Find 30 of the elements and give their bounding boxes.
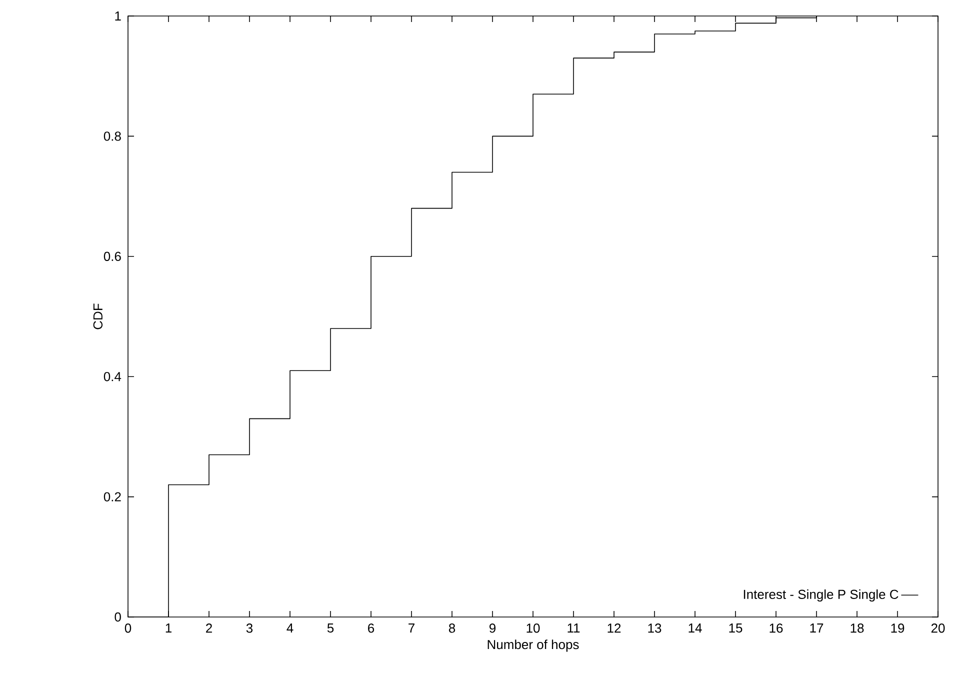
x-tick-label: 0 [124,624,132,633]
x-tick-label: 12 [608,624,621,633]
y-tick-label: 1 [115,12,121,20]
x-tick-label: 20 [931,624,945,633]
x-tick-label: 16 [770,624,783,633]
x-tick-label: 19 [891,624,904,633]
x-tick-label: 8 [448,624,456,633]
x-tick-label: 17 [810,624,824,632]
y-tick-label: 0.6 [104,252,121,261]
x-tick-label: 1 [166,624,172,632]
x-tick-label: 5 [327,624,334,633]
y-tick-label: 0.8 [104,132,121,141]
x-tick-label: 13 [648,624,662,633]
x-tick-label: 4 [286,624,294,632]
y-tick-label: 0.2 [104,492,121,502]
x-axis-title: Number of hops [488,640,579,652]
x-tick-label: 9 [490,624,496,633]
x-tick-label: 10 [526,624,540,633]
x-tick-label: 6 [368,624,374,633]
x-tick-label: 14 [688,624,702,632]
x-tick-label: 2 [206,624,212,633]
y-axis-title: CDF [93,304,103,330]
x-tick-label: 3 [246,624,253,633]
x-tick-label: 11 [568,624,580,632]
y-tick-label: 0.4 [104,372,122,382]
x-tick-label: 18 [850,624,864,633]
legend-label: Interest - Single P Single C [744,589,898,602]
y-tick-label: 0 [114,612,121,622]
x-tick-label: 7 [408,624,414,632]
x-tick-label: 15 [729,624,742,633]
